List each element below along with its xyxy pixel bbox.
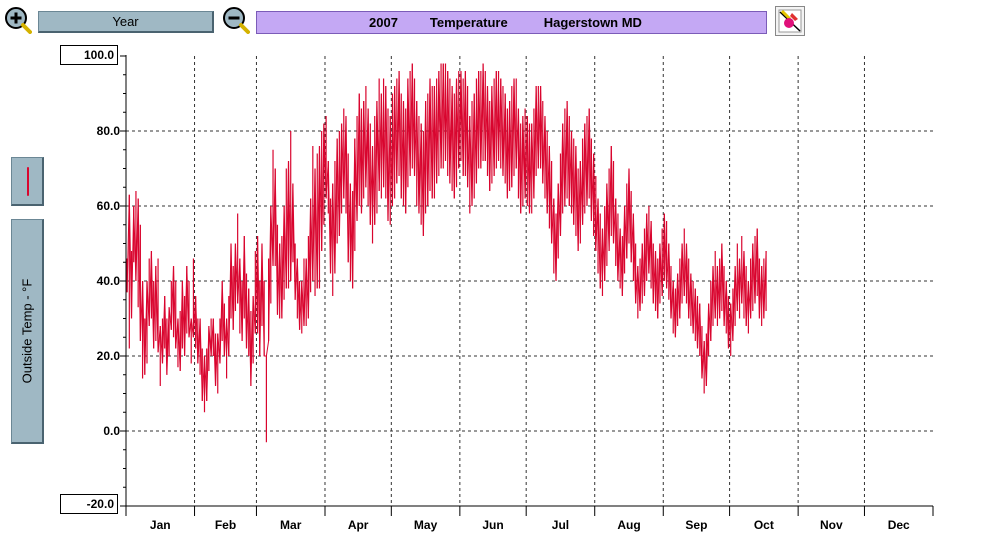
graph-title-bar: 2007 Temperature Hagerstown MD (256, 11, 767, 34)
x-tick-label: Jan (150, 518, 171, 532)
x-tick-label: Dec (888, 518, 910, 532)
y-ticks: 80.0 60.0 40.0 20.0 0.0 (97, 55, 126, 507)
x-tick-label: Aug (617, 518, 640, 532)
x-ticks: Jan Feb Mar Apr May Jun Jul Aug Sep Oct Nov Dec (125, 506, 934, 532)
y-min-box[interactable]: -20.0 (60, 494, 118, 514)
zoom-out-button[interactable] (222, 6, 250, 34)
y-max-box[interactable]: 100.0 (60, 45, 118, 65)
x-tick-label: Nov (820, 518, 843, 532)
x-tick-label: May (414, 518, 438, 532)
x-tick-label: Apr (348, 518, 369, 532)
series-legend-button[interactable] (11, 157, 44, 206)
x-tick-label: Jul (552, 518, 569, 532)
graph-tool-icon (778, 9, 802, 33)
y-axis-label-button[interactable]: Outside Temp - °F (11, 219, 44, 444)
x-tick-label: Sep (685, 518, 707, 532)
temperature-series-line (126, 63, 767, 402)
title-metric: Temperature (429, 15, 508, 30)
title-year: 2007 (369, 15, 398, 30)
title-location: Hagerstown MD (543, 15, 642, 30)
x-tick-label: Oct (754, 518, 774, 532)
y-tick-label: 40.0 (97, 274, 121, 288)
series-layer (126, 63, 767, 443)
x-tick-label: Jun (482, 518, 503, 532)
y-tick-label: 60.0 (97, 199, 121, 213)
zoom-out-icon (223, 7, 250, 34)
x-tick-label: Mar (280, 518, 302, 532)
zoom-in-icon (5, 7, 32, 34)
time-range-button[interactable]: Year (38, 11, 214, 33)
y-tick-label: 0.0 (103, 424, 120, 438)
y-tick-label: 20.0 (97, 349, 121, 363)
series-color-swatch (27, 167, 29, 196)
y-tick-label: 80.0 (97, 124, 121, 138)
x-tick-label: Feb (215, 518, 236, 532)
graph-tool-button[interactable] (775, 6, 805, 36)
zoom-in-button[interactable] (4, 6, 32, 34)
